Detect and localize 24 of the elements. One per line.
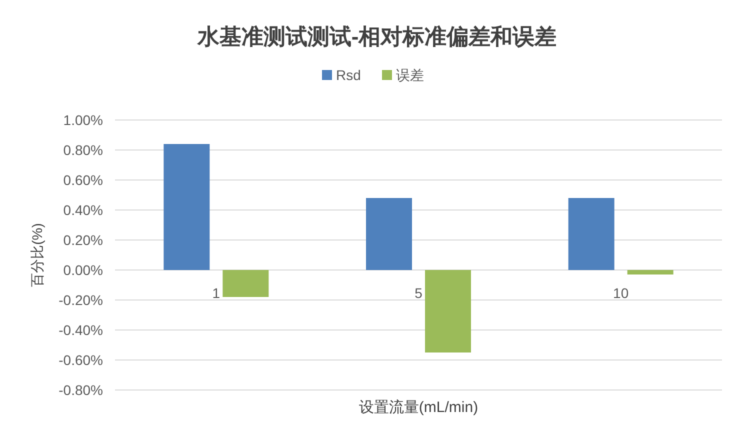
y-tick-label: 0.80% xyxy=(63,142,103,158)
y-tick-label: -0.60% xyxy=(58,352,103,368)
y-tick-label: 0.40% xyxy=(63,202,103,218)
y-tick-label: 0.00% xyxy=(63,262,103,278)
x-tick-label: 1 xyxy=(212,285,220,301)
y-tick-label: -0.80% xyxy=(58,382,103,398)
y-tick-label: 1.00% xyxy=(63,112,103,128)
x-axis-title: 设置流量(mL/min) xyxy=(358,399,478,416)
y-tick-label: 0.20% xyxy=(63,232,103,248)
bar xyxy=(627,270,674,274)
x-tick-label: 10 xyxy=(613,285,629,301)
bar xyxy=(425,270,471,352)
y-tick-label: -0.20% xyxy=(58,292,103,308)
legend-label: Rsd xyxy=(336,67,361,83)
x-tick-label: 5 xyxy=(414,285,423,301)
bar xyxy=(568,198,614,270)
y-axis-title: 百分比(%) xyxy=(29,223,45,287)
y-tick-label: 0.60% xyxy=(63,172,103,188)
chart-title: 水基准测试测试-相对标准偏差和误差 xyxy=(196,24,557,49)
y-tick-label: -0.40% xyxy=(58,322,103,338)
bar xyxy=(222,270,269,297)
legend-label: 误差 xyxy=(396,67,424,83)
bar xyxy=(366,198,412,270)
bar xyxy=(164,144,210,270)
